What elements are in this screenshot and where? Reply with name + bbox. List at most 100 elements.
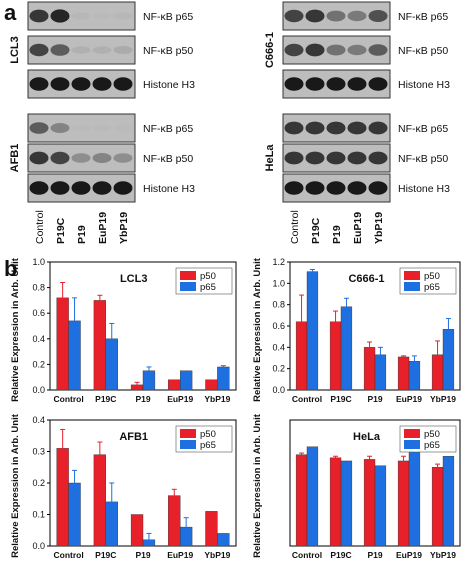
lane-label: YbP19 [118,212,130,244]
blot-band [113,12,133,20]
category-label: YbP19 [204,550,230,560]
blot-cell-label: C666-1 [264,32,276,68]
legend-label: p50 [200,429,216,440]
legend-label: p65 [424,440,440,451]
legend-swatch-p65 [180,282,196,291]
blot-band [284,77,304,91]
bar-p65 [306,271,319,391]
western-blots: LCL3 NF-κB p65 NF-κB p50 Histone H3 C666-1 NF… [9,1,450,203]
legend-label: p65 [200,282,216,293]
category-label: EuP19 [167,394,193,404]
y-tick-label: 0.0 [272,385,285,395]
blot-band [29,122,49,134]
blot-band [347,151,367,165]
blot-band [50,181,70,195]
blot-band [326,151,346,165]
chart-title: HeLa [353,431,381,443]
blot-band [71,124,91,132]
blot-band [326,181,346,195]
blot-band [347,121,367,135]
y-tick-label: 0.8 [32,283,45,293]
bar-p50 [168,379,181,391]
legend-swatch-p50 [180,429,196,438]
blot-band [71,12,91,20]
y-tick-label: 0.4 [32,415,45,425]
blot-band [29,181,49,195]
chart-1: 0.0 0.2 0.4 0.6 0.8 1.0 1.2 C666-1 Control P19C P1… [272,257,461,404]
bar-p65 [442,456,455,547]
legend-swatch-p50 [404,271,420,280]
y-tick-label: 1.0 [272,278,285,288]
y-axis-label: Relative Expression in Arb. Unit [252,413,263,558]
chart-title: AFB1 [119,431,148,443]
y-axis-label: Relative Expression in Arb. Unit [10,413,21,558]
lane-labels: Control P19C P19 EuP19 YbP19 Control P19C P19 Eu… [34,210,385,244]
lane-label: EuP19 [97,212,109,244]
bar-p50 [363,347,376,391]
blot-band [92,77,112,91]
category-label: EuP19 [396,550,422,560]
y-tick-label: 0.0 [32,541,45,551]
blot-band [326,121,346,135]
blot-band [71,46,91,54]
blot-band [113,181,133,195]
blot-band [92,46,112,54]
category-label: YbP19 [204,394,230,404]
blot-band [71,153,91,163]
bar-p50 [363,459,376,547]
bar-p50 [130,514,144,547]
y-axis-label: Relative Expression in Arb. Unit [10,257,21,402]
y-tick-label: 0.2 [32,478,45,488]
blot-row-label: Histone H3 [398,183,450,195]
y-tick-label: 0.2 [272,364,285,374]
y-tick-label: 0.2 [32,359,45,369]
blot-band [305,181,325,195]
category-label: P19 [135,394,150,404]
blot-band [284,9,304,23]
y-tick-label: 0.4 [272,342,285,352]
blot-band [305,43,325,57]
blot-row-label: NF-κB p50 [143,153,193,165]
blot-row-label: NF-κB p50 [143,45,193,57]
lane-label: P19C [310,217,322,244]
panel-b-letter: b [4,256,17,281]
lane-label: Control [289,210,301,244]
category-label: P19 [367,550,382,560]
blot-row-label: NF-κB p65 [143,123,193,135]
bar-p50 [93,454,107,547]
category-label: EuP19 [167,550,193,560]
blot-band [305,77,325,91]
legend-swatch-p50 [404,429,420,438]
category-label: YbP19 [430,550,456,560]
blot-band [113,124,133,132]
blot-row-label: NF-κB p65 [143,11,193,23]
bar-p65 [179,370,193,391]
category-label: P19C [95,394,116,404]
bar-p65 [408,448,421,547]
blot-band [50,77,70,91]
blot-row-label: NF-κB p50 [398,153,448,165]
y-tick-label: 0.4 [32,334,45,344]
lane-label: EuP19 [352,212,364,244]
bar-p50 [205,511,218,547]
blot-band [29,77,49,91]
blot-band [113,77,133,91]
bar-p50 [431,467,444,547]
blot-row-label: NF-κB p65 [398,11,448,23]
blot-band [50,44,70,56]
y-tick-label: 0.3 [32,447,45,457]
bar-p65 [340,306,353,391]
chart-title: LCL3 [120,273,148,285]
bar-p65 [217,533,230,547]
blot-row-label: Histone H3 [398,79,450,91]
legend-label: p50 [200,271,216,282]
category-label: Control [292,394,322,404]
category-label: YbP19 [430,394,456,404]
category-label: EuP19 [396,394,422,404]
chart-title: C666-1 [348,273,384,285]
blot-band [71,181,91,195]
lane-label: P19 [331,225,343,244]
category-label: Control [292,550,322,560]
lane-label: YbP19 [373,212,385,244]
